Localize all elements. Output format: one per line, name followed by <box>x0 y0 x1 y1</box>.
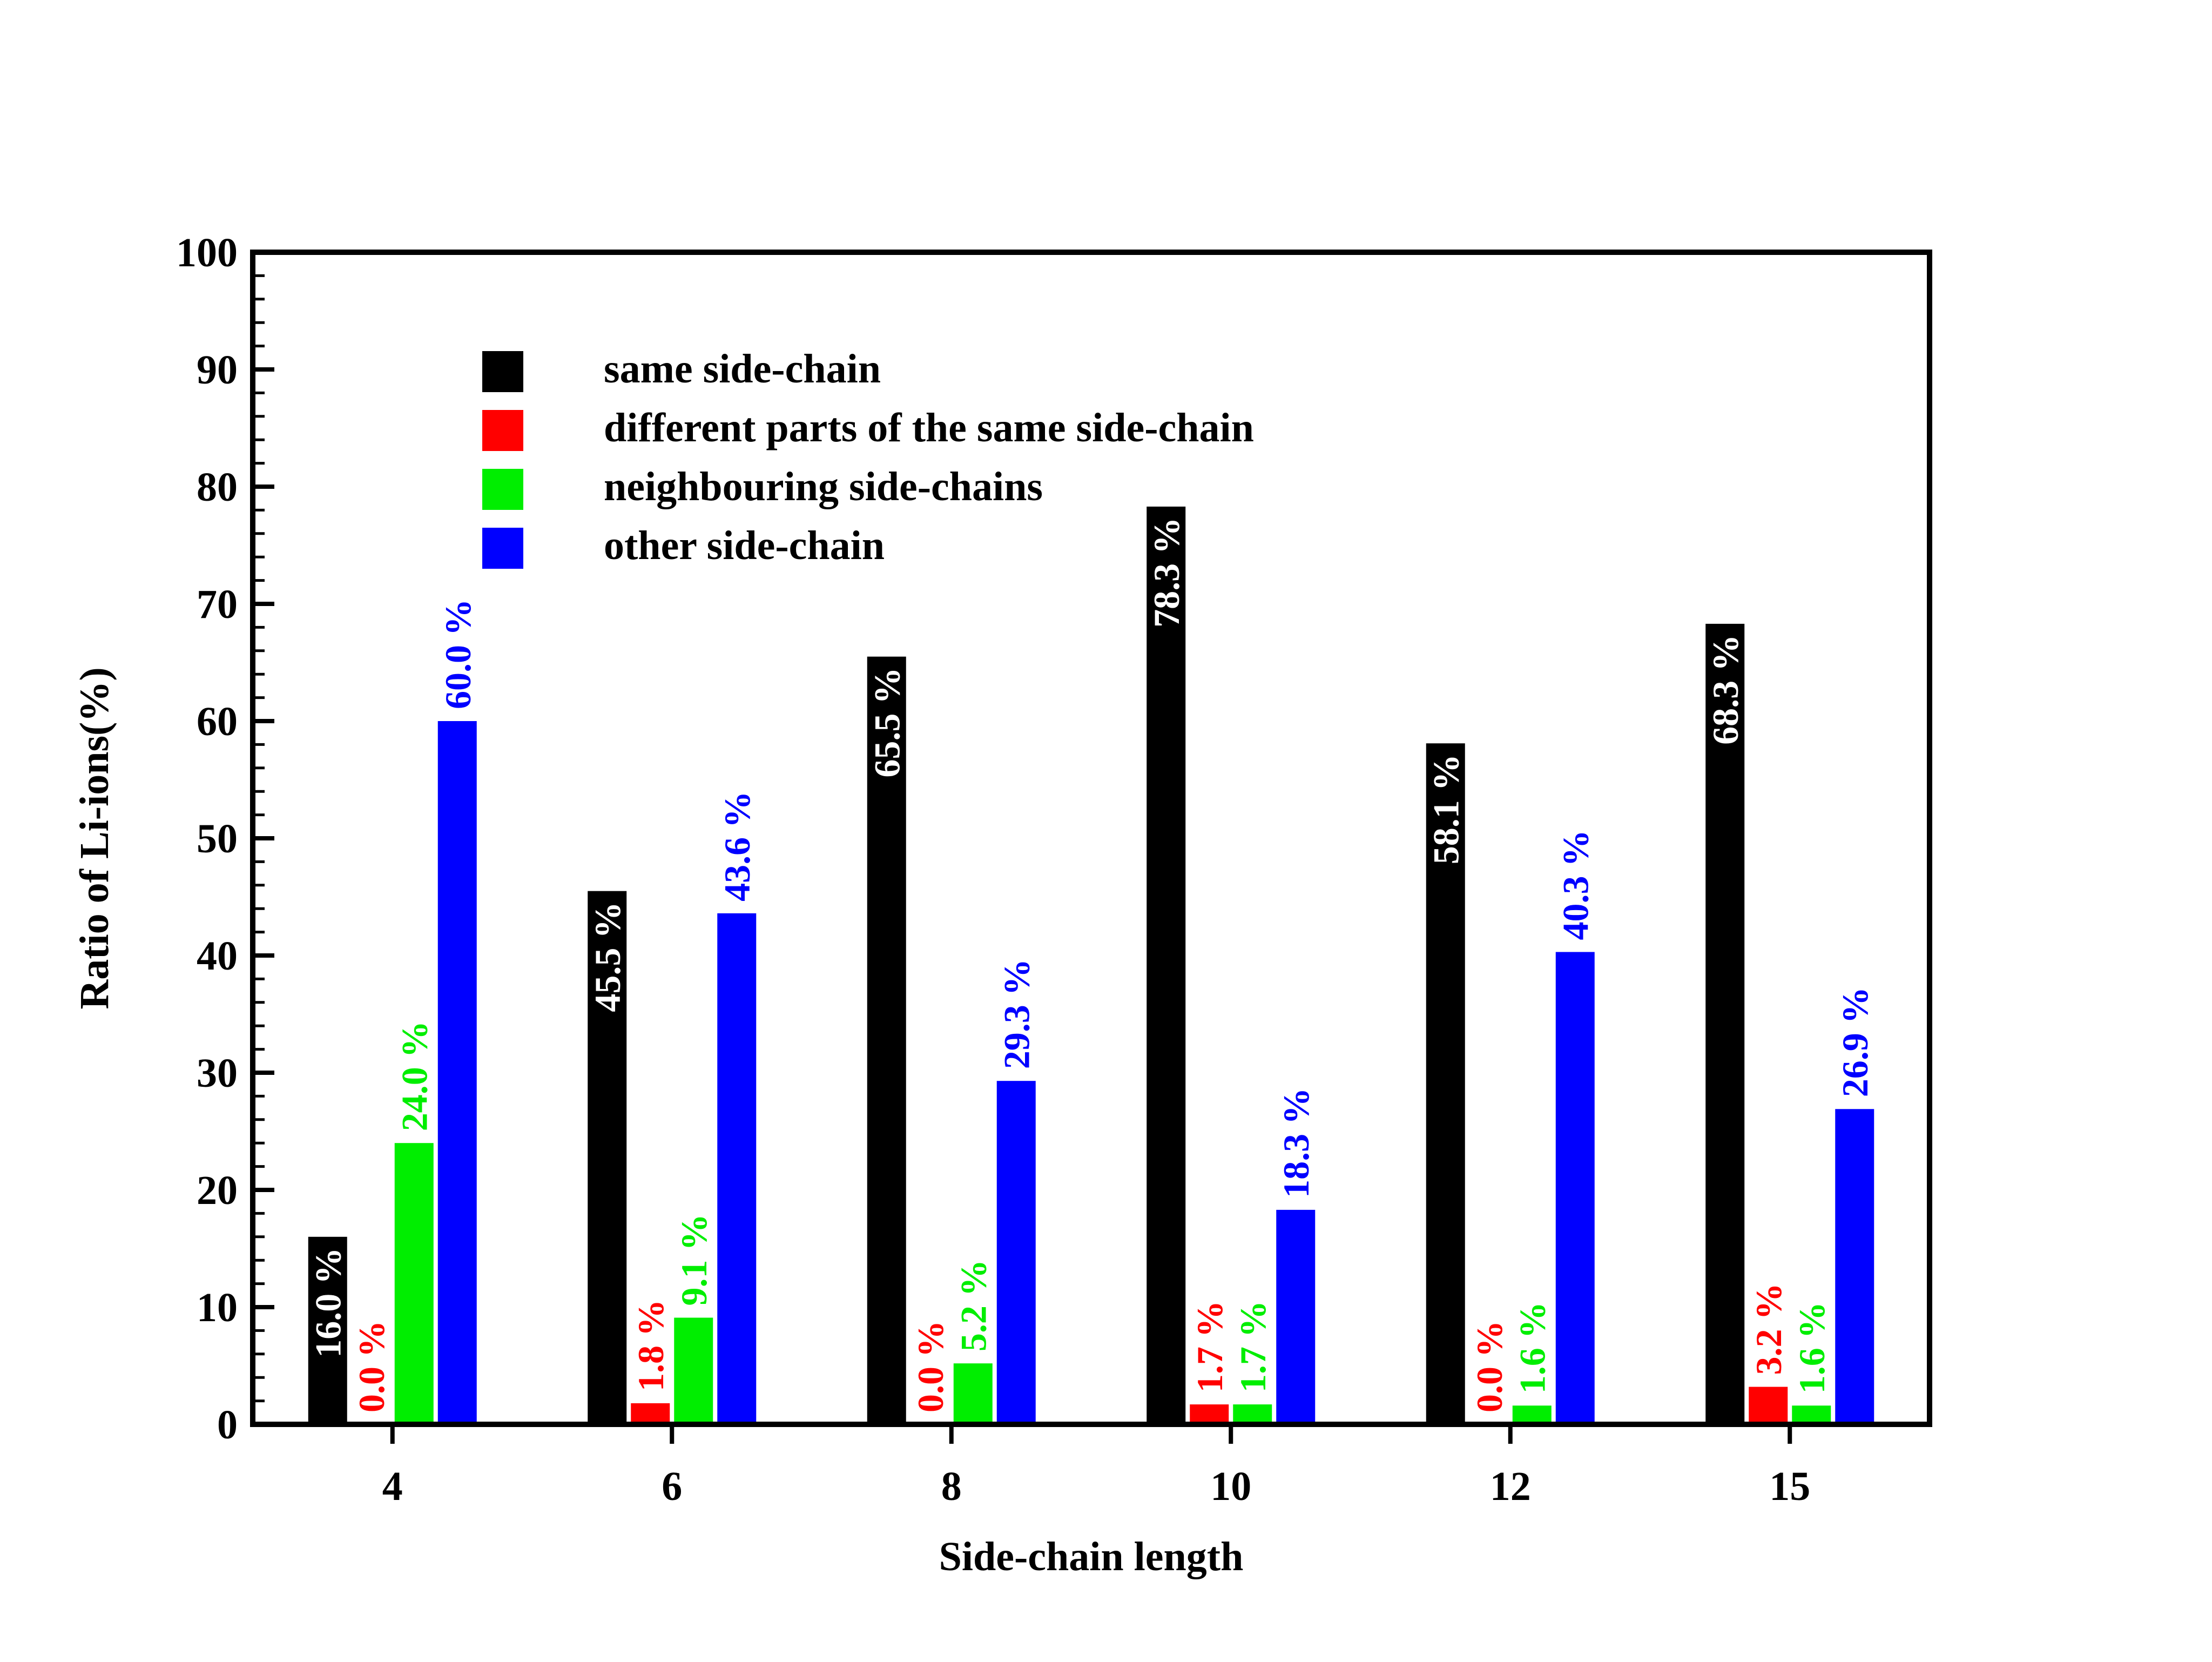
bar <box>717 913 757 1424</box>
data-label: 1.6 % <box>1791 1302 1832 1394</box>
y-tick-label: 90 <box>197 347 238 393</box>
data-label: 43.6 % <box>717 791 758 901</box>
bar <box>953 1363 993 1424</box>
bar <box>308 1236 347 1424</box>
data-label: 0.0 % <box>1469 1321 1510 1412</box>
y-tick-label: 60 <box>197 699 238 744</box>
legend: same side-chain different parts of the sa… <box>482 346 1254 569</box>
x-tick-label: 10 <box>1210 1464 1251 1509</box>
legend-label: other side-chain <box>604 523 885 568</box>
legend-label: same side-chain <box>604 346 881 392</box>
data-label: 5.2 % <box>953 1260 994 1351</box>
data-label: 1.8 % <box>630 1300 671 1391</box>
data-label: 45.5 % <box>587 902 628 1012</box>
y-tick-label: 80 <box>197 465 238 510</box>
y-tick-label: 50 <box>197 816 238 862</box>
data-label: 58.1 % <box>1426 754 1467 864</box>
data-label: 24.0 % <box>394 1021 435 1131</box>
y-tick-label: 0 <box>217 1402 238 1448</box>
y-tick-label: 40 <box>197 933 238 979</box>
y-tick-label: 20 <box>197 1168 238 1213</box>
x-axis-label: Side-chain length <box>939 1534 1244 1579</box>
legend-swatch <box>482 528 523 569</box>
data-label: 1.7 % <box>1232 1301 1273 1392</box>
y-tick-label: 10 <box>197 1285 238 1330</box>
data-label: 16.0 % <box>308 1248 349 1358</box>
data-label: 60.0 % <box>437 599 478 709</box>
data-label: 9.1 % <box>673 1214 714 1306</box>
legend-swatch <box>482 410 523 451</box>
data-label: 29.3 % <box>996 959 1037 1069</box>
legend-swatch <box>482 351 523 392</box>
y-tick-label: 30 <box>197 1051 238 1096</box>
bar <box>1276 1209 1316 1424</box>
bar <box>1835 1109 1874 1424</box>
data-label: 1.6 % <box>1512 1302 1553 1394</box>
data-label: 78.3 % <box>1146 517 1187 628</box>
bar <box>1233 1404 1272 1424</box>
bar <box>394 1143 434 1424</box>
data-labels: 16.0 %0.0 %24.0 %60.0 %45.5 %1.8 %9.1 %4… <box>308 517 1876 1412</box>
data-label: 26.9 % <box>1835 987 1876 1097</box>
x-tick-label: 15 <box>1769 1464 1810 1509</box>
bar <box>1705 623 1745 1424</box>
bar <box>996 1081 1036 1424</box>
y-axis-label: Ratio of Li-ions(%) <box>72 667 117 1009</box>
data-label: 65.5 % <box>867 668 908 778</box>
legend-swatch <box>482 469 523 510</box>
bar <box>1147 506 1186 1424</box>
data-label: 0.0 % <box>910 1321 951 1412</box>
bar <box>588 891 627 1424</box>
y-tick-label: 100 <box>176 230 238 275</box>
bar <box>674 1317 713 1424</box>
axes: 0 10 20 30 40 50 60 70 80 90 100 4 6 8 10 12 15 <box>176 230 1810 1509</box>
data-label: 1.7 % <box>1189 1301 1230 1392</box>
bar <box>631 1403 670 1424</box>
bar <box>1555 952 1595 1424</box>
x-tick-label: 6 <box>662 1464 682 1509</box>
bar <box>1792 1405 1831 1424</box>
legend-label: neighbouring side-chains <box>604 464 1043 509</box>
data-label: 68.3 % <box>1705 635 1746 745</box>
x-tick-label: 4 <box>382 1464 403 1509</box>
y-tick-label: 70 <box>197 582 238 627</box>
legend-label: different parts of the same side-chain <box>604 405 1254 450</box>
bar <box>1190 1404 1229 1424</box>
x-tick-label: 12 <box>1490 1464 1531 1509</box>
x-tick-label: 8 <box>941 1464 962 1509</box>
data-label: 40.3 % <box>1555 830 1596 940</box>
data-label: 18.3 % <box>1276 1088 1317 1198</box>
data-label: 0.0 % <box>351 1321 392 1412</box>
data-label: 3.2 % <box>1748 1283 1789 1375</box>
bar <box>437 721 477 1424</box>
bar <box>1512 1405 1552 1424</box>
bar <box>1426 743 1465 1424</box>
bar <box>867 656 906 1424</box>
bars <box>308 506 1874 1424</box>
bar <box>1749 1387 1788 1424</box>
